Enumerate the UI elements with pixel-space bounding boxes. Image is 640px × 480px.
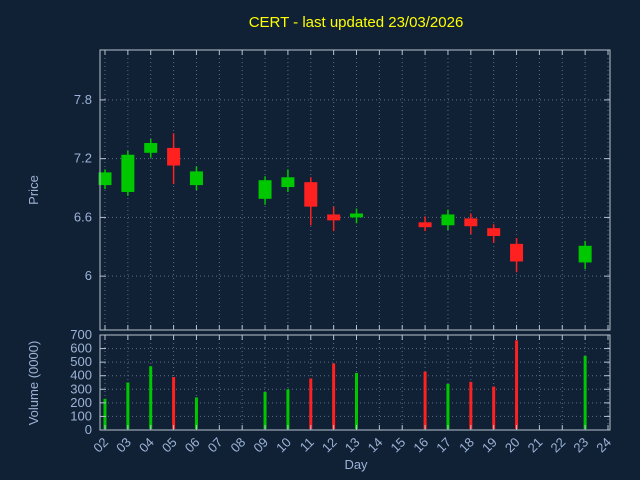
price-tick-label: 7.8	[74, 92, 92, 107]
day-tick-label: 09	[250, 435, 271, 456]
day-tick-label: 06	[182, 435, 203, 456]
candle-body	[144, 143, 158, 153]
volume-tick-label: 100	[70, 408, 92, 423]
x-axis-label: Day	[344, 457, 368, 472]
day-tick-label: 16	[410, 435, 431, 456]
candle-body	[189, 171, 203, 186]
candle-body	[98, 172, 112, 186]
day-tick-label: 24	[593, 435, 614, 456]
day-tick-label: 22	[548, 435, 569, 456]
volume-tick-label: 200	[70, 395, 92, 410]
candle-body	[441, 214, 455, 226]
volume-tick-label: 300	[70, 381, 92, 396]
price-tick-label: 7.2	[74, 151, 92, 166]
candle-body	[578, 245, 592, 263]
price-tick-label: 6	[85, 268, 92, 283]
candle-body	[258, 180, 272, 199]
day-tick-label: 23	[570, 435, 591, 456]
volume-tick-label: 600	[70, 341, 92, 356]
day-tick-label: 18	[456, 435, 477, 456]
volume-axis-label: Volume (0000)	[26, 341, 41, 426]
candle-body	[167, 147, 181, 166]
volume-panel-border	[99, 334, 611, 431]
candles	[98, 133, 592, 273]
day-tick-label: 14	[365, 435, 386, 456]
day-tick-label: 05	[159, 435, 180, 456]
candle-body	[121, 154, 135, 192]
candle-body	[510, 243, 524, 262]
volume-bars	[103, 340, 587, 429]
volume-tick-label: 500	[70, 354, 92, 369]
day-tick-label: 17	[433, 435, 454, 456]
grid-lines	[100, 50, 610, 431]
day-tick-label: 21	[525, 435, 546, 456]
day-tick-label: 08	[227, 435, 248, 456]
candle-body	[487, 228, 501, 237]
candle-body	[281, 177, 295, 188]
panel-borders	[99, 49, 611, 431]
price-axis-label: Price	[26, 175, 41, 205]
day-tick-label: 10	[273, 435, 294, 456]
day-tick-label: 19	[479, 435, 500, 456]
day-tick-label: 07	[205, 435, 226, 456]
price-tick-label: 6.6	[74, 209, 92, 224]
day-tick-label: 13	[342, 435, 363, 456]
price-panel-border	[99, 49, 611, 331]
day-tick-label: 02	[90, 435, 111, 456]
chart-title: CERT - last updated 23/03/2026	[249, 14, 464, 31]
volume-tick-label: 400	[70, 368, 92, 383]
day-tick-label: 15	[388, 435, 409, 456]
candle-body	[418, 222, 432, 228]
day-tick-label: 04	[136, 435, 157, 456]
candle-body	[464, 218, 478, 227]
candle-body	[350, 213, 363, 218]
candle-body	[304, 182, 318, 207]
volume-tick-label: 0	[85, 422, 92, 437]
candle-body	[327, 214, 341, 221]
day-tick-label: 12	[319, 435, 340, 456]
day-tick-label: 03	[113, 435, 134, 456]
day-tick-label: 20	[502, 435, 523, 456]
day-tick-label: 11	[297, 435, 317, 455]
volume-tick-label: 700	[70, 327, 92, 342]
